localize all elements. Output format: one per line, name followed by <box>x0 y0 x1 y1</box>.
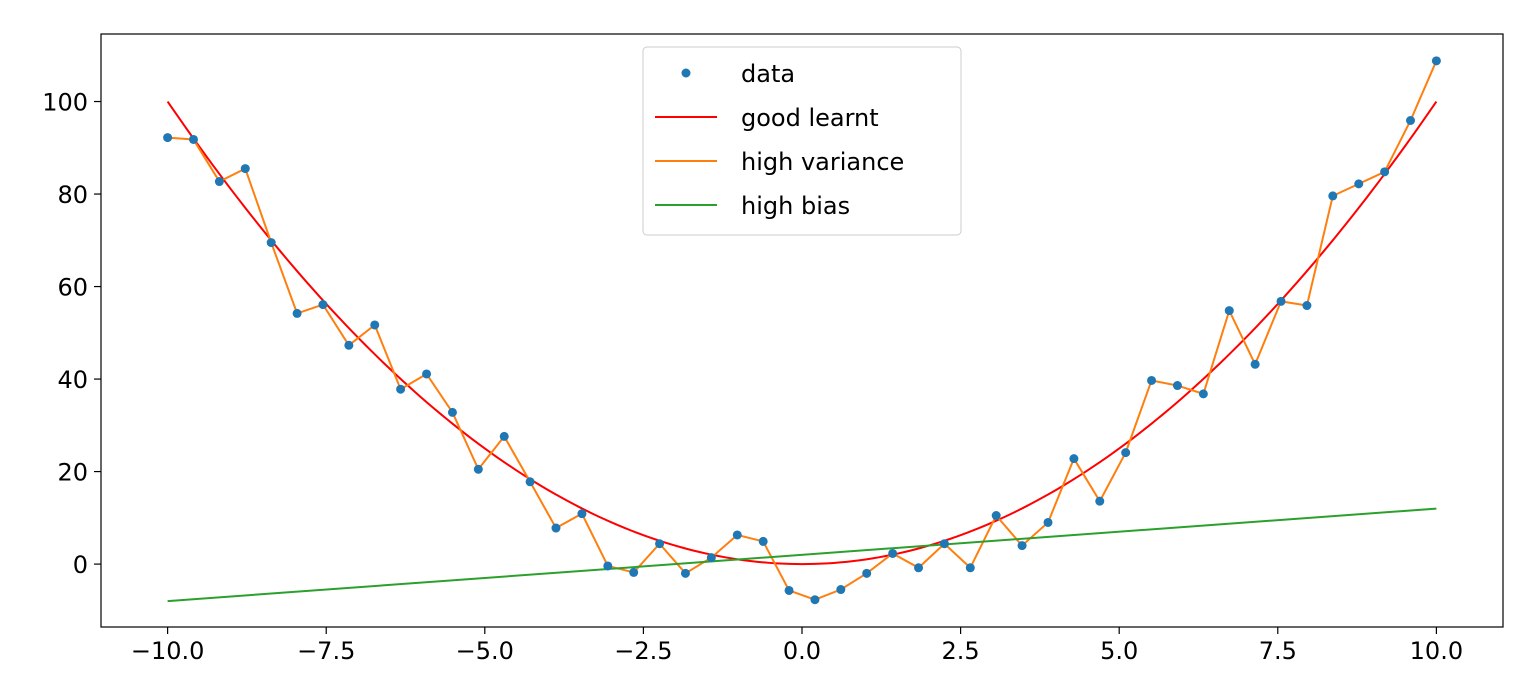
data-point <box>939 539 949 549</box>
data-point <box>784 585 794 595</box>
data-point <box>188 134 198 144</box>
data-point <box>422 369 432 379</box>
data-point <box>1147 375 1157 385</box>
data-point <box>1069 454 1079 464</box>
data-point <box>706 553 716 563</box>
data-point <box>1043 517 1053 527</box>
y-tick-label: 0 <box>73 551 88 579</box>
data-point <box>991 511 1001 521</box>
data-point <box>1431 56 1441 66</box>
data-point <box>1276 296 1286 306</box>
legend-label-high-bias: high bias <box>741 192 850 220</box>
data-point <box>266 238 276 248</box>
legend-frame <box>642 46 962 236</box>
data-point <box>1302 301 1312 311</box>
x-tick-label: 2.5 <box>942 637 980 665</box>
data-point <box>1198 389 1208 399</box>
data-point <box>1250 359 1260 369</box>
data-point <box>1172 381 1182 391</box>
data-point <box>1121 448 1131 458</box>
x-tick-label: −7.5 <box>297 637 355 665</box>
legend-entry-high-variance: high variance <box>655 148 904 176</box>
data-point <box>862 568 872 578</box>
data-point <box>525 477 535 487</box>
y-tick-label: 80 <box>57 181 88 209</box>
legend-label-good-learnt: good learnt <box>741 104 879 132</box>
y-tick-label: 60 <box>57 274 88 302</box>
x-tick-label: 5.0 <box>1100 637 1138 665</box>
data-point <box>680 568 690 578</box>
data-point <box>655 539 665 549</box>
data-point <box>396 384 406 394</box>
data-point <box>758 536 768 546</box>
y-tick-label: 40 <box>57 366 88 394</box>
series-high-bias-line <box>167 507 1437 603</box>
data-point <box>914 563 924 573</box>
data-point <box>292 308 302 318</box>
data-point <box>344 340 354 350</box>
data-point <box>810 595 820 605</box>
x-tick-label: 10.0 <box>1410 637 1463 665</box>
x-axis: −10.0 −7.5 −5.0 −2.5 0.0 2.5 5.0 7.5 10.0 <box>131 627 1463 665</box>
data-point <box>1328 191 1338 201</box>
legend-entry-good-learnt: good learnt <box>655 104 879 132</box>
data-point <box>370 320 380 330</box>
series-high-variance-line <box>167 60 1438 601</box>
x-tick-label: 0.0 <box>783 637 821 665</box>
x-tick-label: −10.0 <box>131 637 205 665</box>
data-point <box>629 567 639 577</box>
x-tick-label: 7.5 <box>1259 637 1297 665</box>
data-point <box>577 509 587 519</box>
data-point <box>1380 167 1390 177</box>
data-point <box>214 177 224 187</box>
legend: data good learnt high variance high bias <box>642 46 962 236</box>
y-tick-label: 20 <box>57 459 88 487</box>
y-tick-label: 100 <box>42 89 88 117</box>
data-point <box>499 431 509 441</box>
data-point <box>836 585 846 595</box>
data-point <box>163 133 173 143</box>
data-point <box>551 523 561 533</box>
legend-label-data: data <box>741 60 795 88</box>
data-point <box>473 464 483 474</box>
data-point <box>732 530 742 540</box>
series-good-learnt-line <box>166 100 1438 566</box>
data-point <box>240 164 250 174</box>
data-point <box>1224 306 1234 316</box>
data-point <box>1095 496 1105 506</box>
data-point <box>1406 116 1416 125</box>
x-tick-label: −2.5 <box>614 637 672 665</box>
data-point <box>603 561 613 571</box>
data-point <box>1017 541 1027 551</box>
data-point <box>318 300 328 310</box>
legend-label-high-variance: high variance <box>741 148 904 176</box>
legend-marker-data <box>681 68 691 78</box>
data-point <box>965 563 975 573</box>
legend-entry-high-bias: high bias <box>655 192 850 220</box>
series-layer <box>163 56 1441 605</box>
data-point <box>447 407 457 417</box>
x-tick-label: −5.0 <box>456 637 514 665</box>
data-point <box>1354 179 1364 189</box>
series-data-points <box>163 56 1441 605</box>
legend-entry-data: data <box>681 60 795 88</box>
y-axis: 0 20 40 60 80 100 <box>42 89 101 579</box>
data-point <box>888 548 898 558</box>
